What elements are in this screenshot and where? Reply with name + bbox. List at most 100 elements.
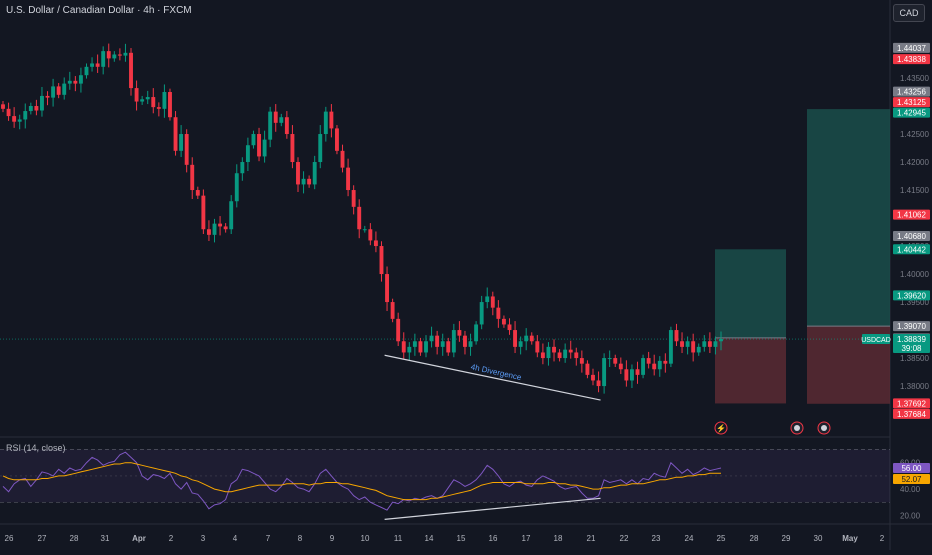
- candle-body: [34, 106, 39, 111]
- time-axis-tick: 27: [38, 534, 47, 543]
- candle-body: [179, 134, 184, 151]
- price-label-badge: [893, 321, 930, 332]
- candle-body: [335, 128, 339, 151]
- time-axis-tick: 31: [101, 534, 110, 543]
- price-label-badge: [893, 97, 930, 108]
- candle-body: [385, 274, 389, 303]
- rsi-indicator-title[interactable]: RSI (14, close): [6, 443, 66, 453]
- candle-body: [668, 330, 673, 364]
- candle-body: [290, 134, 295, 163]
- candle-body: [245, 145, 250, 163]
- price-axis-tick: 1.38000: [900, 382, 929, 391]
- time-axis-tick: 24: [685, 534, 694, 543]
- candle-body: [340, 150, 345, 168]
- candle-body: [513, 330, 518, 347]
- candle-body: [540, 352, 545, 359]
- candle-body: [468, 341, 473, 347]
- price-label-text: 1.39620: [897, 291, 926, 300]
- candle-body: [229, 201, 234, 230]
- candle-body: [713, 341, 718, 347]
- candle-body: [90, 63, 95, 67]
- candle-body: [56, 86, 61, 95]
- candle-body: [596, 380, 601, 387]
- rsi-ma-badge: [893, 473, 930, 484]
- time-axis-tick: 3: [201, 534, 206, 543]
- candle-body: [62, 83, 67, 95]
- time-axis-tick: 2: [880, 534, 885, 543]
- candle-body: [279, 117, 284, 123]
- price-label-badge: [893, 54, 930, 65]
- price-label-text: 1.37692: [897, 399, 926, 408]
- candle-body: [424, 341, 428, 353]
- candle-body: [106, 51, 111, 59]
- candle-body: [145, 97, 150, 100]
- candle-body: [307, 178, 312, 185]
- time-axis-tick: May: [842, 534, 858, 543]
- time-axis-tick: Apr: [132, 534, 146, 543]
- rsi-axis-tick: 20.00: [900, 511, 921, 520]
- candle-body: [535, 341, 540, 353]
- candle-body: [451, 330, 456, 353]
- candle-body: [301, 178, 306, 185]
- divergence-price-line: [384, 354, 601, 401]
- candle-body: [702, 341, 707, 347]
- price-label-text: 1.40442: [897, 245, 926, 254]
- price-label-text: 1.43256: [897, 88, 926, 97]
- candle-body: [435, 335, 440, 347]
- candle-body: [585, 363, 590, 375]
- candle-body: [613, 358, 618, 364]
- candle-body: [685, 341, 690, 347]
- candle-body: [652, 363, 657, 370]
- candle-body: [691, 341, 696, 353]
- candle-body: [240, 162, 245, 174]
- candle-body: [474, 324, 479, 342]
- time-axis-tick: 26: [5, 534, 14, 543]
- candle-body: [323, 111, 328, 135]
- candle-body: [206, 229, 211, 235]
- candle-body: [641, 358, 646, 375]
- time-axis-tick: 25: [717, 534, 726, 543]
- rsi-line: [2, 451, 722, 511]
- candle-body: [379, 246, 384, 275]
- candle-body: [479, 302, 484, 325]
- candle-body: [657, 360, 662, 370]
- candle-body: [390, 302, 395, 319]
- time-axis-tick: 7: [266, 534, 271, 543]
- candle-body: [346, 167, 351, 191]
- candle-body: [373, 240, 378, 247]
- event-flash-icon: [714, 421, 728, 435]
- time-axis-tick: 15: [457, 534, 466, 543]
- candle-body: [73, 80, 78, 84]
- price-label-badge: [893, 290, 930, 301]
- candle-body: [223, 226, 228, 230]
- currency-button[interactable]: CAD: [893, 4, 925, 22]
- candle-body: [463, 335, 467, 347]
- candle-body: [84, 66, 89, 76]
- candle-body: [707, 341, 712, 347]
- candle-body: [312, 162, 317, 185]
- candle-body: [719, 339, 723, 342]
- candle-body: [117, 54, 122, 56]
- candle-body: [318, 134, 323, 163]
- price-label-text: 1.37684: [897, 410, 926, 419]
- symbol-badge-text: USDCAD: [861, 337, 891, 344]
- position-target-zone: [807, 109, 890, 327]
- price-axis-tick: 1.38500: [900, 354, 929, 363]
- candle-body: [574, 352, 579, 359]
- candle-body: [635, 369, 640, 375]
- candle-body: [624, 369, 629, 381]
- candle-body: [552, 346, 556, 353]
- rsi-band: [0, 449, 890, 503]
- price-label-text: 1.41062: [897, 211, 926, 220]
- flag-icon: [821, 425, 827, 431]
- symbol-title[interactable]: U.S. Dollar / Canadian Dollar · 4h · FXC…: [6, 5, 192, 16]
- price-label-badge: [893, 408, 930, 419]
- candle-body: [123, 52, 128, 56]
- candle-body: [618, 363, 623, 370]
- candle-body: [23, 111, 28, 120]
- candle-body: [591, 374, 595, 381]
- candle-body: [28, 106, 33, 112]
- time-axis-tick: 22: [620, 534, 629, 543]
- candle-body: [184, 134, 189, 165]
